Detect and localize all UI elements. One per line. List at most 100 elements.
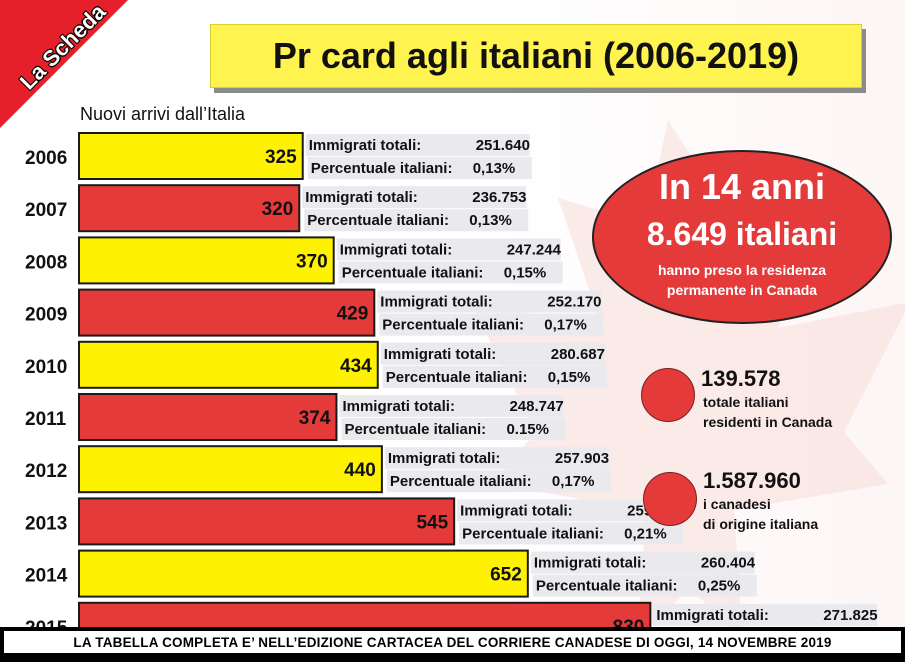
immigrati-value: 280.687 <box>551 346 605 363</box>
bar <box>78 184 301 233</box>
info-box-percentuale <box>304 209 529 232</box>
immigrati-value: 247.244 <box>507 241 562 258</box>
stat-origin-line2: di origine italiana <box>703 516 819 532</box>
bar-value-label: 374 <box>299 408 331 429</box>
bar-value-label: 320 <box>262 199 294 220</box>
info-box-immigrati <box>384 447 609 470</box>
chart-subtitle: Nuovi arrivi dall’Italia <box>80 104 246 124</box>
bar-value-label: 434 <box>340 356 372 377</box>
percentuale-label: Percentuale italiani: <box>390 473 532 490</box>
stat-origin-line1: i canadesi <box>703 496 771 512</box>
percentuale-value: 0,17% <box>552 473 595 490</box>
percentuale-value: 0,17% <box>544 317 587 334</box>
highlight-caption: hanno preso la residenza permanente in C… <box>594 260 890 300</box>
year-label: 2011 <box>25 409 67 430</box>
bar <box>78 288 376 337</box>
year-label: 2009 <box>25 305 67 326</box>
immigrati-label: Immigrati totali: <box>305 189 418 206</box>
immigrati-label: Immigrati totali: <box>656 607 769 624</box>
bar-value-label: 545 <box>416 512 448 533</box>
info-box-immigrati <box>377 290 602 313</box>
immigrati-label: Immigrati totali: <box>309 137 422 154</box>
info-box-immigrati <box>457 499 682 522</box>
bar <box>78 132 304 180</box>
info-box-immigrati <box>380 342 605 365</box>
percentuale-label: Percentuale italiani: <box>342 264 484 281</box>
info-box-percentuale <box>459 522 684 545</box>
bar-value-label: 652 <box>490 565 522 586</box>
percentuale-value: 0,13% <box>469 212 512 229</box>
stat-residents-text: totale italiani residenti in Canada <box>703 392 832 432</box>
info-box-immigrati <box>339 395 564 417</box>
stat-residents-line1: totale italiani <box>703 394 789 410</box>
year-label: 2006 <box>25 148 67 169</box>
bar-value-label: 440 <box>344 460 376 481</box>
bar-value-label: 429 <box>337 304 369 325</box>
percentuale-label: Percentuale italiani: <box>382 317 524 334</box>
percentuale-value: 0,25% <box>698 578 741 595</box>
stat-origin-text: i canadesi di origine italiana <box>703 494 818 534</box>
bar-value-label: 370 <box>296 251 328 272</box>
year-label: 2012 <box>25 461 67 482</box>
immigrati-label: Immigrati totali: <box>388 450 501 467</box>
percentuale-value: 0,15% <box>548 369 591 386</box>
title-box: Pr card agli italiani (2006-2019) <box>210 24 862 88</box>
info-box-percentuale <box>338 261 563 284</box>
immigrati-label: Immigrati totali: <box>460 502 573 519</box>
bar <box>78 236 335 285</box>
percentuale-value: 0.15% <box>506 421 549 438</box>
immigrati-value: 236.753 <box>472 189 526 206</box>
year-label: 2007 <box>25 200 67 221</box>
info-box-immigrati <box>305 134 530 156</box>
info-box-percentuale <box>379 313 604 336</box>
percentuale-value: 0,13% <box>473 160 516 177</box>
info-box-percentuale <box>532 574 757 597</box>
immigrati-label: Immigrati totali: <box>380 294 493 311</box>
highlight-line4: permanente in Canada <box>666 282 818 298</box>
info-box-percentuale <box>386 470 611 493</box>
immigrati-value: 251.640 <box>476 137 530 154</box>
stat-dot-origin <box>643 472 697 526</box>
immigrati-value: 248.747 <box>509 398 563 415</box>
year-label: 2008 <box>25 252 67 273</box>
bar <box>78 445 383 494</box>
stat-origin-number: 1.587.960 <box>703 468 801 493</box>
brand-corner: La Scheda <box>0 0 150 150</box>
percentuale-label: Percentuale italiani: <box>386 369 528 386</box>
percentuale-label: Percentuale italiani: <box>344 421 486 438</box>
immigrati-label: Immigrati totali: <box>384 346 497 363</box>
immigrati-value: 252.170 <box>547 294 601 311</box>
percentuale-value: 0,15% <box>504 264 547 281</box>
info-box-immigrati <box>530 551 755 574</box>
highlight-line3: hanno preso la residenza <box>657 262 827 278</box>
immigrati-value: 271.825 <box>823 607 877 624</box>
percentuale-label: Percentuale italiani: <box>311 160 453 177</box>
percentuale-label: Percentuale italiani: <box>462 525 604 542</box>
percentuale-label: Percentuale italiani: <box>307 212 449 229</box>
immigrati-label: Immigrati totali: <box>342 398 455 415</box>
page-title: Pr card agli italiani (2006-2019) <box>272 35 800 76</box>
immigrati-label: Immigrati totali: <box>534 555 647 572</box>
bar-value-label: 325 <box>265 147 297 168</box>
immigrati-label: Immigrati totali: <box>340 241 453 258</box>
year-label: 2010 <box>25 357 67 378</box>
bar <box>78 340 379 389</box>
immigrati-value: 260.404 <box>701 555 756 572</box>
year-label: 2014 <box>25 566 68 587</box>
bar <box>78 549 529 598</box>
info-box-immigrati <box>302 186 527 209</box>
info-box-immigrati <box>653 603 878 626</box>
highlight-oval: In 14 anni 8.649 italiani hanno preso la… <box>592 150 892 324</box>
info-box-percentuale <box>307 157 532 179</box>
info-box-percentuale <box>341 418 566 440</box>
percentuale-value: 0,21% <box>624 525 667 542</box>
info-box-immigrati <box>336 238 561 261</box>
bar <box>78 497 456 546</box>
stat-dot-residents <box>641 368 695 422</box>
immigrati-value: 257.903 <box>555 450 609 467</box>
footer-bar: LA TABELLA COMPLETA E’ NELL’EDIZIONE CAR… <box>0 627 905 662</box>
highlight-line2: 8.649 italiani <box>646 216 838 252</box>
brand-triangle <box>0 0 128 128</box>
stat-residents-number: 139.578 <box>701 366 781 391</box>
